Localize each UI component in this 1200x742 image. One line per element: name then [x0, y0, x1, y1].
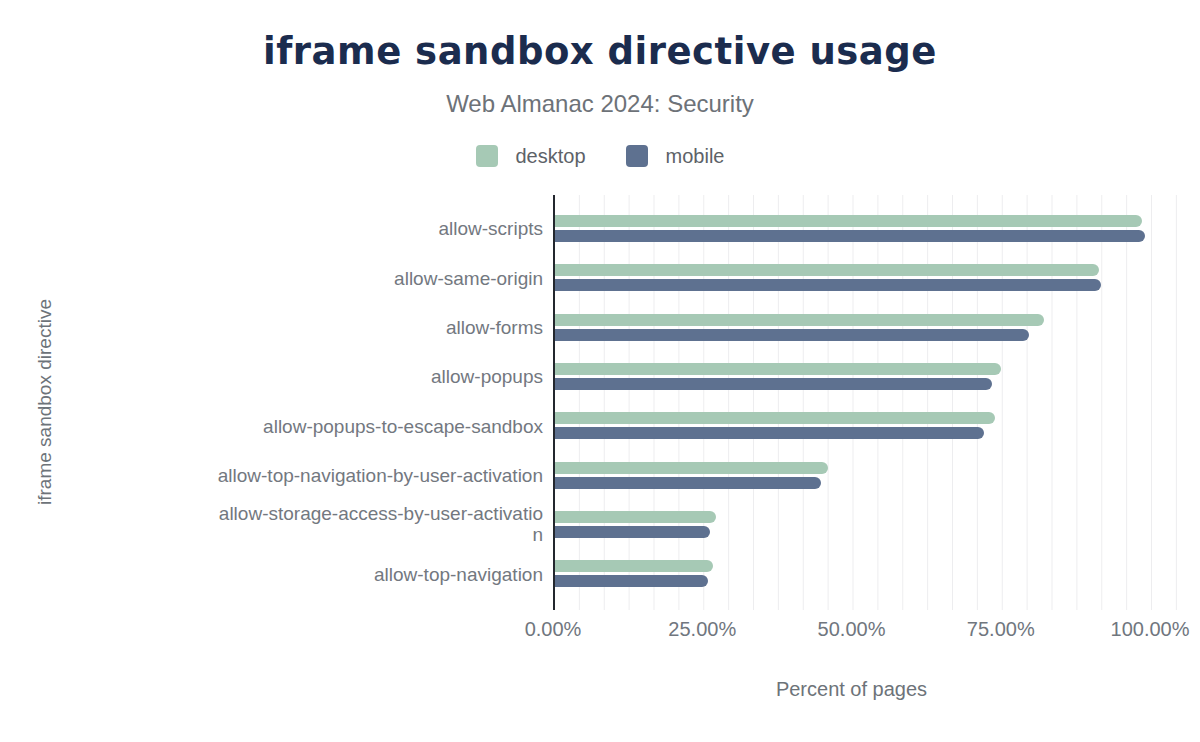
- bar-desktop-allow-same-origin: [555, 264, 1099, 276]
- x-tick-label-100.00%: 100.00%: [1111, 618, 1190, 641]
- category-label-allow-popups-to-escape-sandbox: allow-popups-to-escape-sandbox: [60, 415, 543, 436]
- bar-mobile-allow-storage-access-by-user-activation: [555, 526, 710, 538]
- bar-desktop-allow-popups-to-escape-sandbox: [555, 412, 995, 424]
- x-axis-title: Percent of pages: [553, 678, 1150, 701]
- legend-label-mobile: mobile: [666, 145, 725, 168]
- legend-item-mobile[interactable]: mobile: [626, 145, 725, 168]
- category-label-allow-same-origin: allow-same-origin: [60, 267, 543, 288]
- bar-mobile-allow-forms: [555, 329, 1029, 341]
- bar-mobile-allow-popups: [555, 378, 992, 390]
- bar-mobile-allow-same-origin: [555, 279, 1101, 291]
- category-label-allow-popups: allow-popups: [60, 366, 543, 387]
- bar-mobile-allow-popups-to-escape-sandbox: [555, 427, 984, 439]
- category-label-allow-scripts: allow-scripts: [60, 218, 543, 239]
- x-axis-tick-labels: 0.00% 25.00% 50.00% 75.00% 100.00%: [0, 618, 1200, 644]
- bar-desktop-allow-popups: [555, 363, 1001, 375]
- bar-mobile-allow-top-navigation: [555, 575, 708, 587]
- bar-desktop-allow-top-navigation: [555, 560, 713, 572]
- x-tick-label-50.00%: 50.00%: [818, 618, 886, 641]
- bar-desktop-allow-scripts: [555, 215, 1142, 227]
- bar-desktop-allow-forms: [555, 314, 1044, 326]
- mobile-series-swatch-icon: [626, 145, 648, 167]
- x-tick-label-25.00%: 25.00%: [668, 618, 736, 641]
- bar-mobile-allow-top-navigation-by-user-activation: [555, 477, 821, 489]
- x-tick-label-75.00%: 75.00%: [967, 618, 1035, 641]
- category-label-allow-storage-access-by-user-activation: allow-storage-access-by-user-activatio n: [60, 503, 543, 545]
- bar-desktop-allow-storage-access-by-user-activation: [555, 511, 716, 523]
- category-label-allow-forms: allow-forms: [60, 317, 543, 338]
- category-label-allow-top-navigation: allow-top-navigation: [60, 563, 543, 584]
- category-label-allow-top-navigation-by-user-activation: allow-top-navigation-by-user-activation: [60, 465, 543, 486]
- plot-area: [553, 195, 1177, 610]
- chart-canvas: iframe sandbox directive usage Web Alman…: [0, 0, 1200, 742]
- x-tick-label-0.00%: 0.00%: [525, 618, 582, 641]
- bar-desktop-allow-top-navigation-by-user-activation: [555, 462, 828, 474]
- bar-mobile-allow-scripts: [555, 230, 1145, 242]
